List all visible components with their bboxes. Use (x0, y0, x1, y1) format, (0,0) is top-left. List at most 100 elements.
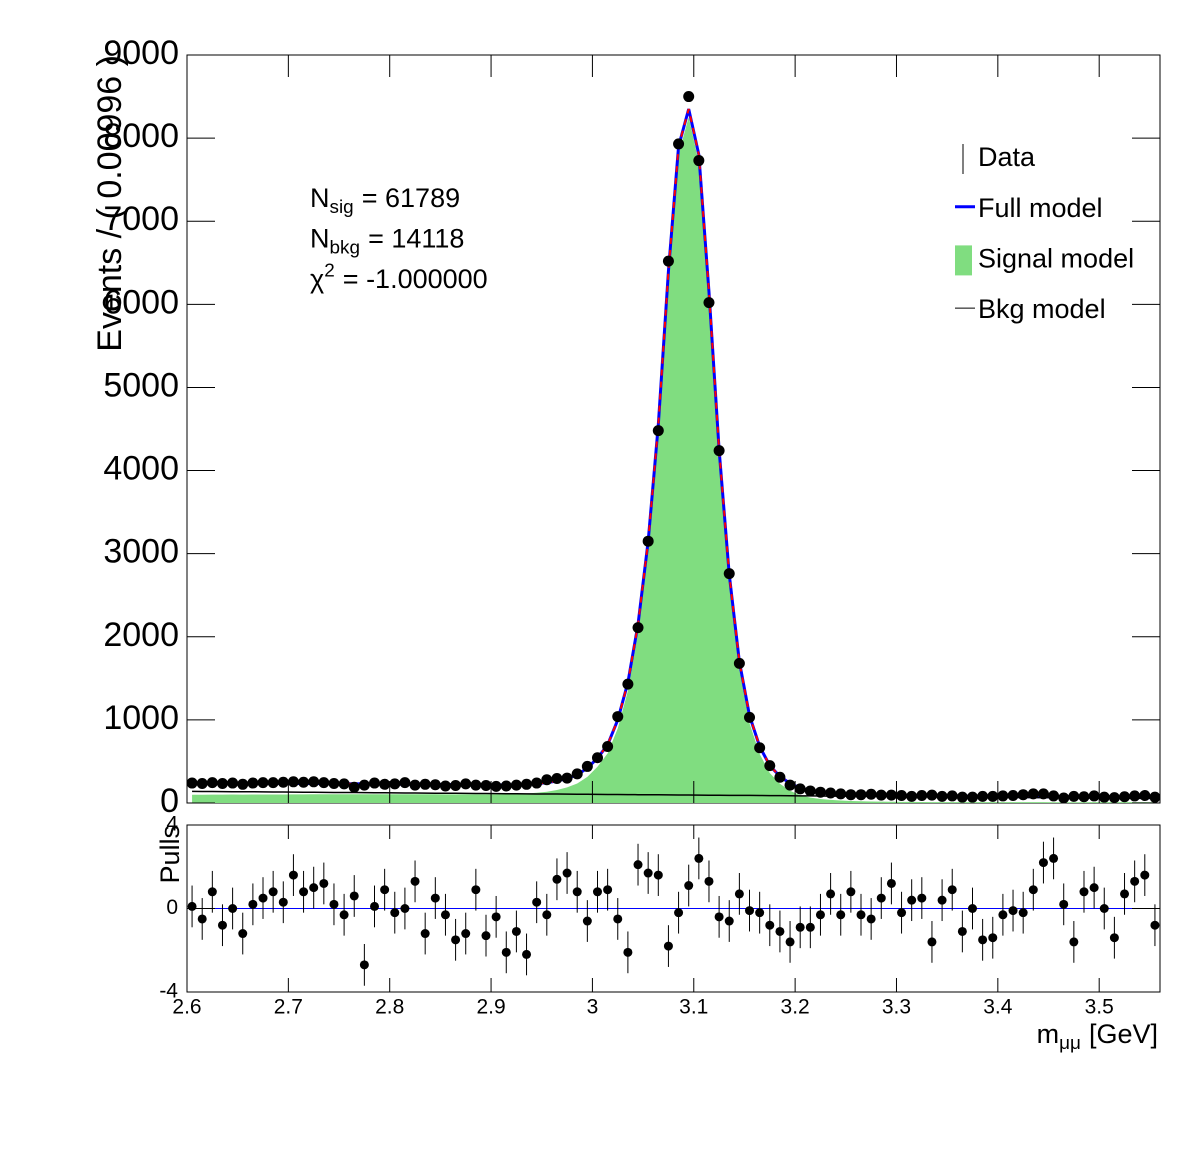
pull-point (187, 901, 197, 911)
annotation-rest: = 61789 (362, 183, 460, 213)
pull-point (390, 908, 400, 918)
y-tick-label: -4 (159, 980, 178, 1003)
data-point (318, 777, 330, 789)
data-point (825, 787, 837, 799)
data-point (287, 776, 299, 788)
data-point (997, 790, 1009, 802)
data-point (409, 779, 421, 791)
y-tick-label: 0 (166, 896, 178, 919)
pull-point (451, 935, 461, 945)
data-point (845, 789, 857, 801)
pull-point (491, 912, 501, 922)
pull-point (1099, 904, 1109, 913)
pull-point (745, 906, 755, 916)
pull-point (1038, 858, 1048, 868)
data-point (1058, 792, 1070, 804)
x-tick-label: 3.5 (1085, 996, 1114, 1019)
data-point (186, 777, 198, 789)
data-point (379, 778, 391, 790)
annotation-rest: = -1.000000 (343, 264, 488, 294)
pull-point (430, 893, 440, 903)
data-point (460, 778, 472, 790)
pull-point (278, 897, 288, 907)
pull-point (886, 878, 896, 888)
data-point (794, 783, 806, 795)
data-point (531, 777, 543, 789)
pull-point (339, 910, 349, 920)
pull-point (755, 908, 765, 918)
y-tick-label: 1000 (103, 699, 179, 737)
pull-point (319, 878, 329, 888)
pull-point (420, 929, 430, 939)
pull-point (826, 889, 836, 899)
y-tick-label: 4000 (103, 450, 179, 488)
data-point (490, 780, 502, 792)
data-point (571, 768, 583, 780)
pull-point (238, 929, 248, 939)
x-tick-label: 3.2 (781, 996, 810, 1019)
y-tick-label: 9000 (103, 34, 179, 72)
data-point (814, 786, 826, 798)
pull-point (217, 920, 227, 930)
pull-point (1049, 853, 1059, 863)
data-point (237, 778, 249, 790)
pull-point (268, 887, 278, 897)
pull-point (663, 941, 673, 951)
y-tick-label: 0 (160, 782, 179, 820)
data-point (966, 791, 978, 803)
data-point (1149, 791, 1161, 803)
data-point (733, 657, 745, 669)
data-point (956, 791, 968, 803)
pull-point (805, 922, 815, 932)
pull-point (370, 901, 380, 911)
pull-point (522, 949, 532, 959)
pull-point (572, 887, 582, 897)
data-point (946, 790, 958, 802)
data-point (764, 760, 776, 772)
pull-point (461, 929, 471, 939)
pull-point (299, 887, 309, 897)
y-tick-label: 6000 (103, 283, 179, 321)
x-tick-label: 2.7 (274, 996, 303, 1019)
data-point (581, 760, 593, 772)
pull-point (329, 899, 339, 909)
data-point (399, 777, 411, 789)
pull-point (501, 947, 511, 957)
x-tick-label: 3.1 (679, 996, 708, 1019)
data-point (1037, 788, 1049, 800)
y-tick-label: 5000 (103, 366, 179, 404)
data-point (703, 297, 715, 309)
pull-point (1079, 887, 1089, 897)
pull-point (633, 860, 643, 870)
x-axis-title-main: m (1037, 1019, 1060, 1049)
pull-point (380, 885, 390, 895)
data-point (875, 789, 887, 801)
data-point (1108, 792, 1120, 804)
pull-point (653, 870, 663, 880)
y-tick-label: 3000 (103, 533, 179, 571)
legend-key (955, 245, 972, 276)
pull-point (623, 947, 633, 957)
pull-point (846, 887, 856, 897)
x-axis-title-rest: [GeV] (1089, 1019, 1158, 1049)
data-point (612, 711, 624, 723)
data-point (1027, 788, 1039, 800)
pull-point (248, 899, 258, 909)
data-point (693, 155, 705, 167)
pull-point (836, 910, 846, 920)
data-point (500, 780, 512, 792)
pull-point (1130, 876, 1140, 886)
data-point (673, 138, 685, 150)
data-point (541, 774, 553, 786)
pull-point (197, 914, 207, 924)
data-point (1129, 790, 1141, 802)
legend-label: Bkg model (978, 294, 1106, 324)
data-point (662, 255, 674, 267)
data-point (480, 780, 492, 792)
data-point (510, 779, 522, 791)
pull-point (471, 885, 481, 895)
pull-point (643, 868, 653, 878)
annotation: χ2 = -1.000000 (310, 261, 488, 295)
pull-point (978, 935, 988, 945)
pull-point (1059, 899, 1069, 909)
